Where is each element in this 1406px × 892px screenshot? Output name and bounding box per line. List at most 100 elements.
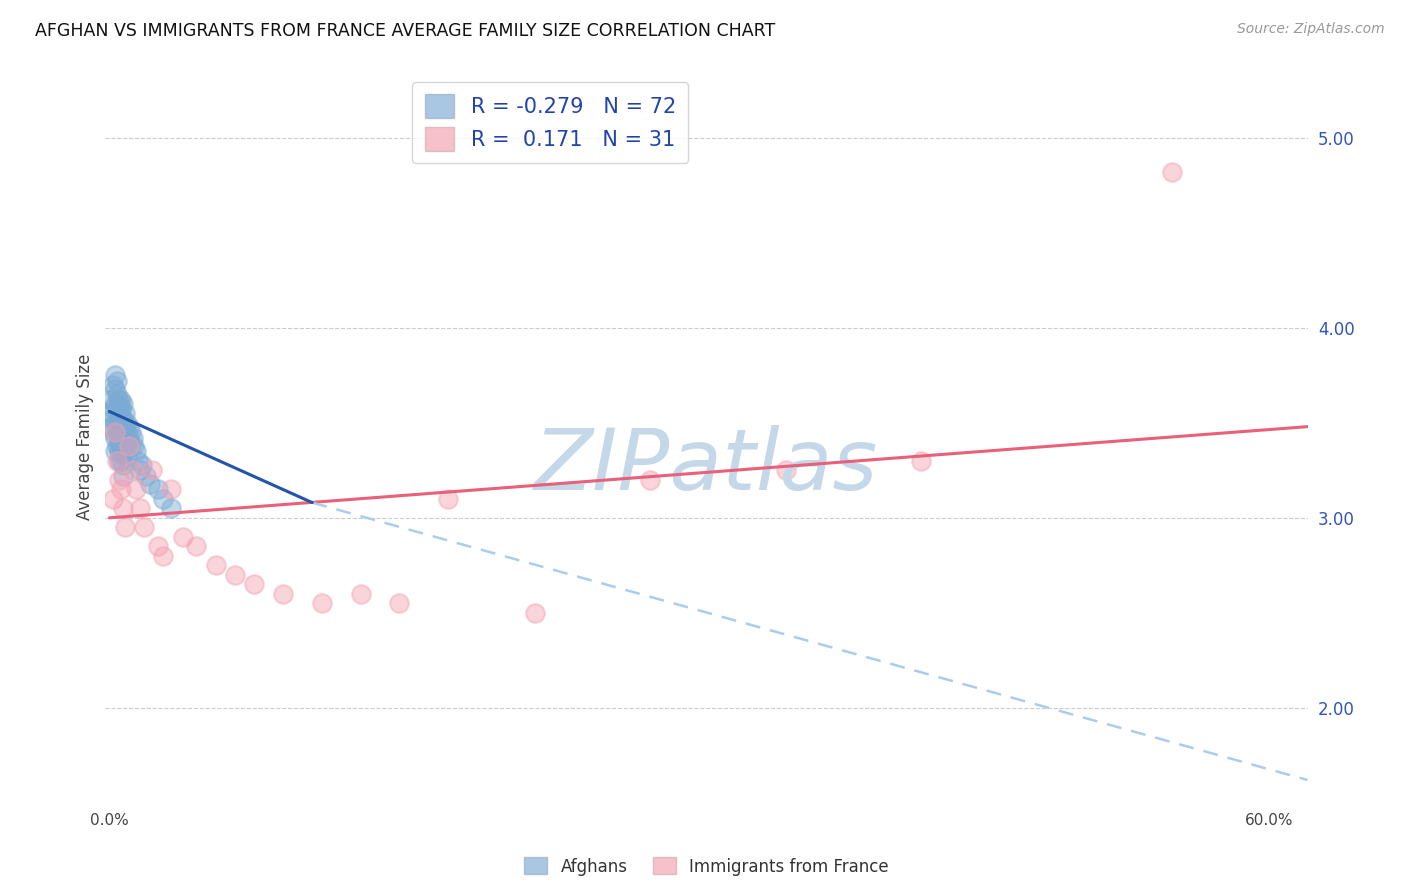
Point: [160, 483, 183, 497]
Point: [640, 473, 662, 487]
Point: [115, 450, 138, 464]
Point: [108, 431, 131, 445]
Point: [110, 454, 132, 468]
Point: [121, 463, 143, 477]
Point: [125, 444, 148, 458]
Point: [110, 421, 132, 435]
Y-axis label: Average Family Size: Average Family Size: [76, 354, 94, 520]
Point: [152, 549, 174, 563]
Point: [105, 374, 128, 388]
Point: [388, 596, 411, 610]
Point: [100, 392, 122, 407]
Point: [224, 567, 246, 582]
Point: [775, 463, 797, 477]
Legend: Afghans, Immigrants from France: Afghans, Immigrants from France: [517, 851, 896, 882]
Point: [132, 520, 155, 534]
Point: [117, 419, 139, 434]
Point: [104, 431, 127, 445]
Point: [104, 382, 127, 396]
Point: [110, 392, 132, 407]
Point: [100, 419, 122, 434]
Point: [243, 577, 266, 591]
Point: [125, 483, 148, 497]
Point: [108, 416, 131, 430]
Point: [110, 483, 132, 497]
Point: [124, 439, 146, 453]
Point: [104, 416, 127, 430]
Point: [105, 439, 128, 453]
Point: [110, 429, 132, 443]
Point: [110, 439, 132, 453]
Point: [349, 587, 371, 601]
Point: [111, 431, 134, 445]
Point: [271, 587, 294, 601]
Point: [114, 406, 136, 420]
Point: [110, 401, 132, 415]
Point: [105, 419, 128, 434]
Point: [152, 491, 174, 506]
Point: [108, 406, 131, 420]
Point: [111, 439, 134, 453]
Point: [172, 530, 194, 544]
Point: [110, 412, 132, 426]
Point: [108, 444, 131, 458]
Point: [104, 397, 127, 411]
Point: [523, 606, 546, 620]
Point: [114, 419, 136, 434]
Point: [104, 444, 127, 458]
Point: [204, 558, 226, 573]
Point: [311, 596, 333, 610]
Point: [104, 368, 127, 383]
Point: [115, 427, 138, 442]
Point: [101, 377, 124, 392]
Point: [101, 425, 124, 440]
Point: [127, 454, 149, 468]
Point: [910, 454, 932, 468]
Point: [108, 392, 131, 407]
Point: [101, 412, 124, 426]
Point: [105, 406, 128, 420]
Point: [111, 448, 134, 462]
Point: [100, 406, 122, 420]
Point: [108, 425, 131, 440]
Point: [111, 397, 134, 411]
Point: [101, 491, 124, 506]
Point: [111, 501, 134, 516]
Point: [108, 419, 131, 434]
Text: Source: ZipAtlas.com: Source: ZipAtlas.com: [1237, 22, 1385, 37]
Point: [110, 444, 132, 458]
Point: [131, 458, 153, 472]
Point: [146, 483, 169, 497]
Point: [101, 401, 124, 415]
Point: [108, 434, 131, 449]
Point: [139, 476, 162, 491]
Point: [115, 416, 138, 430]
Point: [114, 441, 136, 455]
Point: [117, 431, 139, 445]
Text: ZIPatlas: ZIPatlas: [534, 425, 879, 508]
Point: [114, 431, 136, 445]
Point: [146, 539, 169, 553]
Point: [436, 491, 458, 506]
Point: [111, 458, 134, 472]
Point: [160, 501, 183, 516]
Point: [105, 454, 128, 468]
Point: [108, 412, 131, 426]
Point: [1161, 165, 1184, 179]
Text: AFGHAN VS IMMIGRANTS FROM FRANCE AVERAGE FAMILY SIZE CORRELATION CHART: AFGHAN VS IMMIGRANTS FROM FRANCE AVERAGE…: [35, 22, 775, 40]
Point: [129, 501, 152, 516]
Point: [108, 397, 131, 411]
Point: [108, 401, 131, 415]
Point: [141, 463, 163, 477]
Point: [135, 469, 157, 483]
Point: [117, 439, 139, 453]
Point: [115, 439, 138, 453]
Point: [108, 473, 131, 487]
Point: [105, 387, 128, 401]
Point: [121, 431, 143, 445]
Point: [105, 425, 128, 440]
Point: [110, 406, 132, 420]
Point: [120, 439, 142, 453]
Point: [120, 425, 142, 440]
Point: [104, 425, 127, 440]
